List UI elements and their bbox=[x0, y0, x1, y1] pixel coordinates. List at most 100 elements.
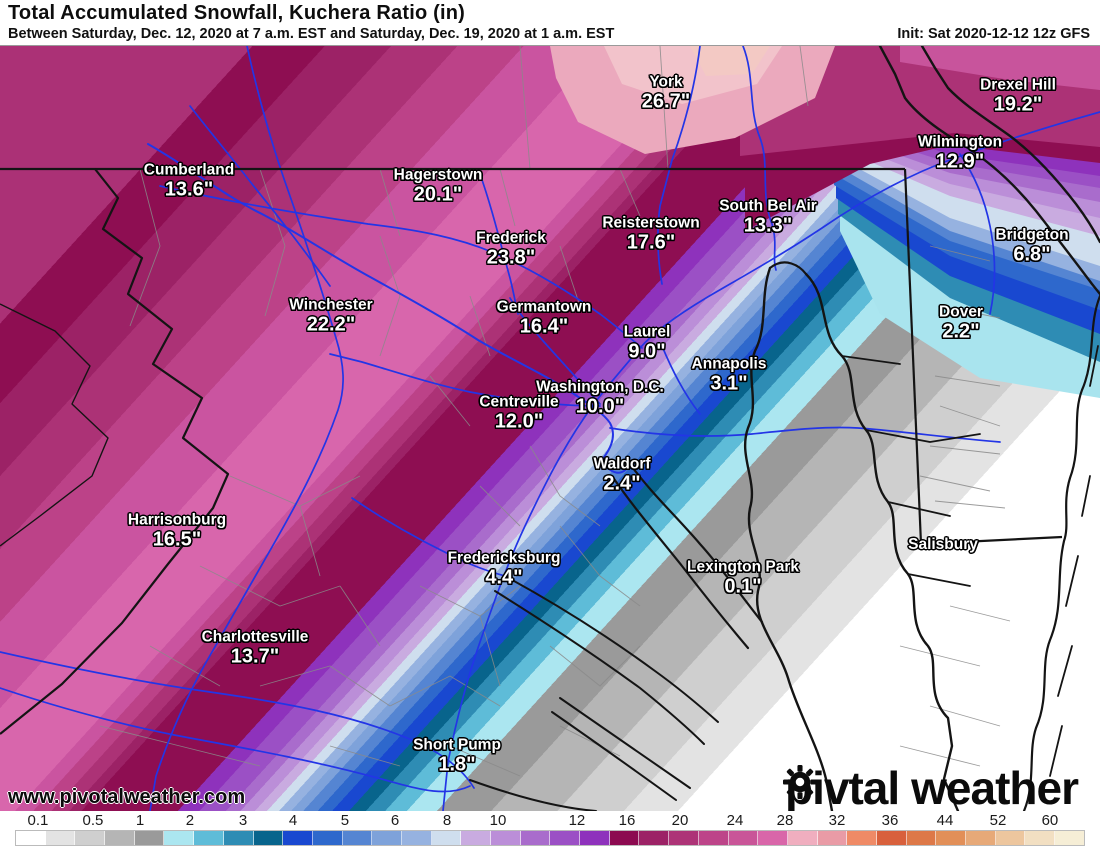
wv-border bbox=[0, 168, 230, 735]
scale-tick: 28 bbox=[776, 812, 794, 829]
road-i66 bbox=[329, 353, 601, 407]
scale-color-segment bbox=[342, 831, 373, 845]
scale-tick: 12 bbox=[568, 812, 586, 829]
scale-color-segment bbox=[401, 831, 432, 845]
scale-color-segment bbox=[164, 831, 195, 845]
scale-tick: 60 bbox=[1041, 812, 1059, 829]
scale-color-segment bbox=[312, 831, 343, 845]
bay-head bbox=[768, 261, 808, 276]
delaware-river-west bbox=[878, 46, 1100, 296]
scale-tick: 1 bbox=[135, 812, 145, 829]
scale-color-segment bbox=[461, 831, 491, 845]
scale-color-segment bbox=[639, 831, 670, 845]
scale-tick: 36 bbox=[881, 812, 899, 829]
atlantic-coast bbox=[1022, 294, 1100, 811]
pivotal-weather-logo: piv tal weather bbox=[782, 761, 1079, 811]
scale-color-segment bbox=[491, 831, 521, 845]
chesapeake-west-shore bbox=[743, 266, 834, 811]
scale-color-segment bbox=[105, 831, 135, 845]
river-james bbox=[0, 687, 471, 793]
eastern-shore-rivers bbox=[841, 355, 981, 587]
md-de-south-border bbox=[920, 535, 1063, 546]
road-i270 bbox=[509, 297, 601, 405]
potomac-estuary-north bbox=[628, 462, 764, 624]
logo-text-weather: weather bbox=[911, 762, 1079, 811]
road-i81 bbox=[149, 46, 344, 811]
scale-tick: 0.1 bbox=[27, 812, 49, 829]
scale-tick: 8 bbox=[442, 812, 452, 829]
scale-color-segment bbox=[194, 831, 224, 845]
delaware-river-east bbox=[920, 46, 1100, 244]
watermark-url: www.pivotalweather.com bbox=[8, 786, 246, 808]
scale-tick: 10 bbox=[489, 812, 507, 829]
scale-color-segment bbox=[580, 831, 610, 845]
river-susquehanna bbox=[742, 46, 777, 271]
scale-color-segment bbox=[936, 831, 966, 845]
road-i70 bbox=[159, 185, 643, 349]
scale-color-segment bbox=[906, 831, 937, 845]
scale-tick-labels: 0.1 0.5 1 2 3 4 5 6 8 10 12 16 20 24 28 32 36 44 52 60 bbox=[0, 811, 1100, 830]
york-river bbox=[551, 697, 691, 801]
road-i97 bbox=[661, 345, 701, 415]
scale-tick: 2 bbox=[185, 812, 195, 829]
barrier-islands bbox=[1049, 345, 1099, 777]
road-de1 bbox=[959, 153, 996, 315]
state-borders bbox=[0, 167, 1063, 735]
scale-tick: 3 bbox=[238, 812, 248, 829]
scale-tick: 32 bbox=[828, 812, 846, 829]
scale-color-segment bbox=[283, 831, 313, 845]
model-init-time: Init: Sat 2020-12-12 12z GFS bbox=[897, 26, 1090, 42]
de-west-border bbox=[903, 168, 923, 545]
scale-color-segment bbox=[817, 831, 848, 845]
scale-tick: 52 bbox=[989, 812, 1007, 829]
scale-color-segment bbox=[847, 831, 877, 845]
logo-text-tal: tal bbox=[848, 762, 900, 811]
scale-color-segment bbox=[966, 831, 996, 845]
scale-color-segment bbox=[787, 831, 818, 845]
scale-tick: 24 bbox=[726, 812, 744, 829]
scale-color-segment bbox=[75, 831, 106, 845]
scale-tick: 5 bbox=[340, 812, 350, 829]
rivers-and-roads bbox=[0, 46, 1100, 811]
scale-color-segment bbox=[698, 831, 729, 845]
ridge-border bbox=[0, 303, 109, 547]
scale-tick: 20 bbox=[671, 812, 689, 829]
scale-tick: 6 bbox=[390, 812, 400, 829]
scale-color-segment bbox=[134, 831, 165, 845]
scale-tick: 16 bbox=[618, 812, 636, 829]
road-i83 bbox=[657, 46, 701, 285]
scale-color-segment bbox=[876, 831, 907, 845]
scale-color-segment bbox=[253, 831, 284, 845]
header: Total Accumulated Snowfall, Kuchera Rati… bbox=[0, 0, 1100, 46]
scale-color-segment bbox=[372, 831, 402, 845]
james-estuary bbox=[469, 779, 597, 811]
gear-icon bbox=[782, 765, 817, 799]
scale-color-segment bbox=[1025, 831, 1056, 845]
scale-swatch-bar bbox=[15, 830, 1085, 846]
scale-color-segment bbox=[669, 831, 699, 845]
snowfall-map-svg bbox=[0, 46, 1100, 811]
scale-color-segment bbox=[223, 831, 254, 845]
scale-color-segment bbox=[728, 831, 759, 845]
scale-color-segment bbox=[995, 831, 1026, 845]
snowfall-map: York 26.7" Drexel Hill 19.2" Wilmington 12.9"… bbox=[0, 46, 1100, 811]
scale-color-segment bbox=[1055, 831, 1084, 845]
scale-tick: 0.5 bbox=[82, 812, 104, 829]
map-title: Total Accumulated Snowfall, Kuchera Rati… bbox=[8, 2, 466, 24]
river-potomac bbox=[147, 143, 631, 474]
potomac-estuary-south bbox=[610, 474, 750, 650]
scale-tick: 4 bbox=[288, 812, 298, 829]
road-us50 bbox=[609, 426, 1001, 443]
scale-color-segment bbox=[16, 831, 46, 845]
valid-time-range: Between Saturday, Dec. 12, 2020 at 7 a.m… bbox=[8, 26, 615, 42]
scale-color-segment bbox=[45, 831, 76, 845]
scale-color-segment bbox=[431, 831, 462, 845]
river-monocacy bbox=[479, 173, 519, 315]
scale-color-segment bbox=[609, 831, 640, 845]
scale-color-segment bbox=[550, 831, 581, 845]
river-rappahannock bbox=[351, 497, 506, 577]
river-shenandoah bbox=[189, 105, 331, 287]
road-i64 bbox=[0, 651, 475, 789]
color-scale: 0.1 0.5 1 2 3 4 5 6 8 10 12 16 20 24 28 32 36 44 52 60 bbox=[0, 811, 1100, 849]
scale-color-segment bbox=[520, 831, 551, 845]
